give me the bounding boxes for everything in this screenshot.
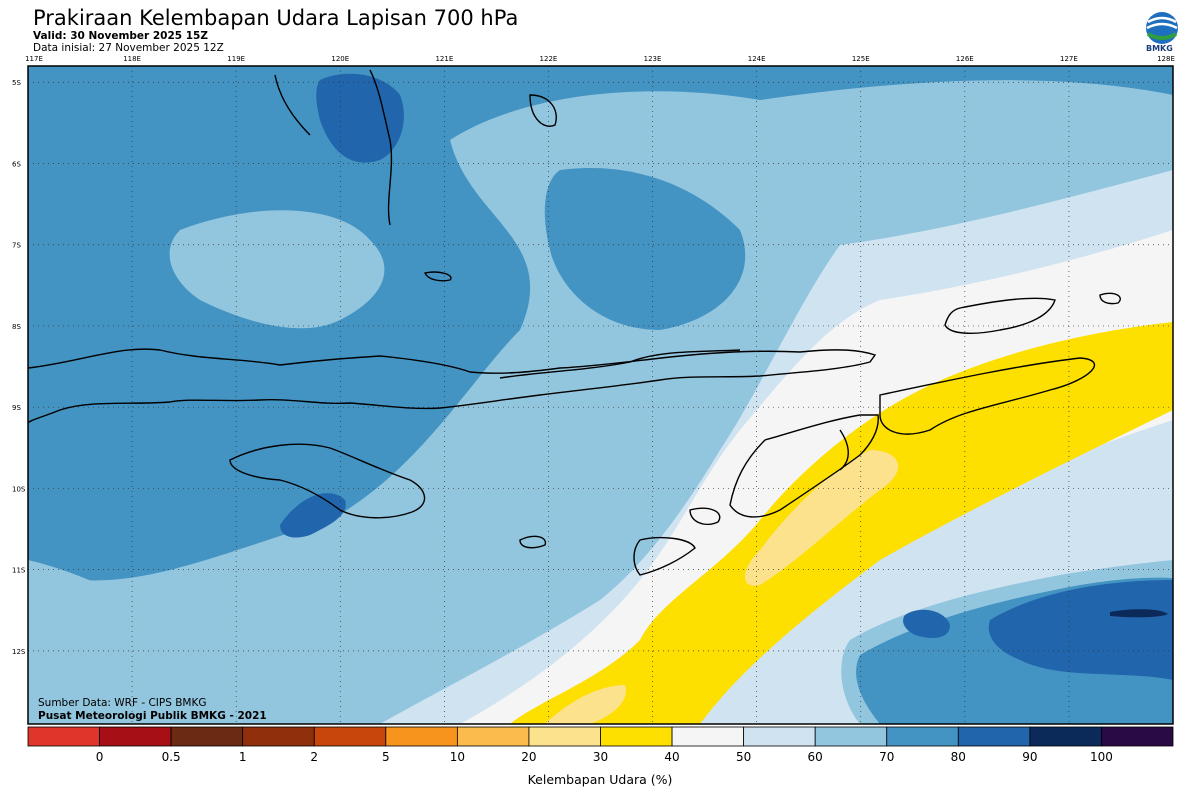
colorbar-segment	[886, 726, 959, 747]
longitude-label: 121E	[435, 55, 453, 63]
colorbar-tick-label: 2	[310, 750, 318, 764]
humidity-90-north	[316, 73, 404, 163]
colorbar-segment	[385, 726, 458, 747]
colorbar-segment	[313, 726, 387, 747]
colorbar-segment	[957, 726, 1031, 747]
humidity-30-patch-south	[545, 685, 626, 724]
colorbar-segment	[671, 726, 745, 747]
humidity-60-lower	[690, 420, 1173, 724]
map-frame	[27, 65, 1174, 725]
latitude-labels: 5S 6S 7S 8S 9S 10S 11S 12S	[12, 79, 26, 656]
sumbawa-lombok-coast	[28, 348, 877, 424]
timor-border	[839, 429, 849, 471]
latitude-label: 5S	[12, 79, 21, 87]
colorbar-segment	[1101, 726, 1174, 747]
humidity-70-patch	[169, 210, 385, 329]
colorbar-tick-label: 40	[664, 750, 679, 764]
colorbar-ticks: 0 0.5 1 2 5 10 20 30 40 50 60 70 80 90 100	[96, 750, 1113, 764]
organization-credit: Pusat Meteorologi Publik BMKG - 2021	[38, 710, 267, 722]
humidity-30-patch	[745, 450, 899, 586]
colorbar-tick-label: 80	[951, 750, 966, 764]
colorbar-tick-label: 60	[808, 750, 823, 764]
map-title: Prakiraan Kelembapan Udara Lapisan 700 h…	[33, 6, 519, 30]
longitude-label: 127E	[1060, 55, 1078, 63]
colorbar-tick-label: 10	[450, 750, 465, 764]
latitude-label: 8S	[12, 323, 21, 331]
colorbar-tick-label: 50	[736, 750, 751, 764]
colorbar-segment	[170, 726, 244, 747]
bmkg-logo-icon	[1146, 12, 1178, 44]
colorbar	[27, 726, 1174, 747]
longitude-label: 123E	[644, 55, 662, 63]
humidity-80-interior	[544, 168, 746, 330]
timor-inland-contour	[879, 357, 1096, 435]
longitude-label: 124E	[748, 55, 766, 63]
graticule	[28, 66, 1173, 724]
humidity-40-band	[510, 322, 1173, 724]
colorbar-tick-label: 30	[593, 750, 608, 764]
humidity-90-small	[903, 609, 950, 638]
colorbar-tick-label: 90	[1022, 750, 1037, 764]
small-island-3	[529, 94, 557, 127]
longitude-label: 119E	[227, 55, 245, 63]
initial-time: Data inisial: 27 November 2025 12Z	[33, 42, 224, 54]
longitude-label: 122E	[540, 55, 558, 63]
humidity-70-patch-south	[28, 560, 240, 724]
colorbar-segment	[1029, 726, 1102, 747]
logo-label: BMKG	[1146, 44, 1173, 53]
longitude-label: 125E	[852, 55, 870, 63]
timor-coast	[729, 414, 879, 518]
small-island-2	[424, 271, 452, 282]
humidity-90-southeast	[988, 580, 1173, 680]
colorbar-tick-label: 100	[1090, 750, 1113, 764]
longitude-label: 117E	[25, 55, 43, 63]
small-island-4	[1099, 292, 1121, 305]
latitude-label: 7S	[12, 242, 21, 250]
colorbar-segment	[600, 726, 673, 747]
colorbar-segment	[456, 726, 530, 747]
colorbar-segment	[814, 726, 888, 747]
small-island-1	[519, 535, 547, 549]
latitude-label: 12S	[12, 648, 26, 656]
savu-coast	[633, 536, 696, 576]
colorbar-segment	[743, 726, 816, 747]
colorbar-tick-label: 0	[96, 750, 104, 764]
colorbar-segment	[99, 726, 172, 747]
humidity-100-patch	[1110, 609, 1168, 618]
colorbar-tick-label: 20	[521, 750, 536, 764]
sumba-coast	[229, 443, 426, 519]
longitude-label: 118E	[123, 55, 141, 63]
rote-coast	[689, 507, 721, 526]
longitude-labels: 117E 118E 119E 120E 121E 122E 123E 124E 125E 126E…	[25, 55, 1175, 63]
humidity-field	[28, 66, 1173, 724]
colorbar-tick-label: 1	[239, 750, 247, 764]
flores-north-coast	[499, 349, 741, 379]
longitude-label: 120E	[331, 55, 349, 63]
colorbar-tick-label: 70	[879, 750, 894, 764]
colorbar-segment	[242, 726, 315, 747]
colorbar-tick-label: 0.5	[162, 750, 181, 764]
colorbar-title: Kelembapan Udara (%)	[527, 772, 673, 787]
colorbar-tick-label: 5	[382, 750, 390, 764]
latitude-label: 9S	[12, 404, 21, 412]
sulawesi-coast	[274, 69, 393, 226]
data-source-credit: Sumber Data: WRF - CIPS BMKG	[38, 697, 207, 709]
longitude-label: 126E	[956, 55, 974, 63]
colorbar-segment	[528, 726, 601, 747]
latitude-label: 11S	[12, 567, 26, 575]
longitude-label: 128E	[1157, 55, 1175, 63]
tanimbar-coast	[944, 297, 1056, 334]
coastlines	[28, 69, 1121, 576]
valid-time: Valid: 30 November 2025 15Z	[33, 30, 208, 42]
latitude-label: 6S	[12, 160, 21, 168]
colorbar-segment	[27, 726, 100, 747]
latitude-label: 10S	[12, 485, 26, 493]
humidity-90-sumba	[280, 493, 346, 538]
